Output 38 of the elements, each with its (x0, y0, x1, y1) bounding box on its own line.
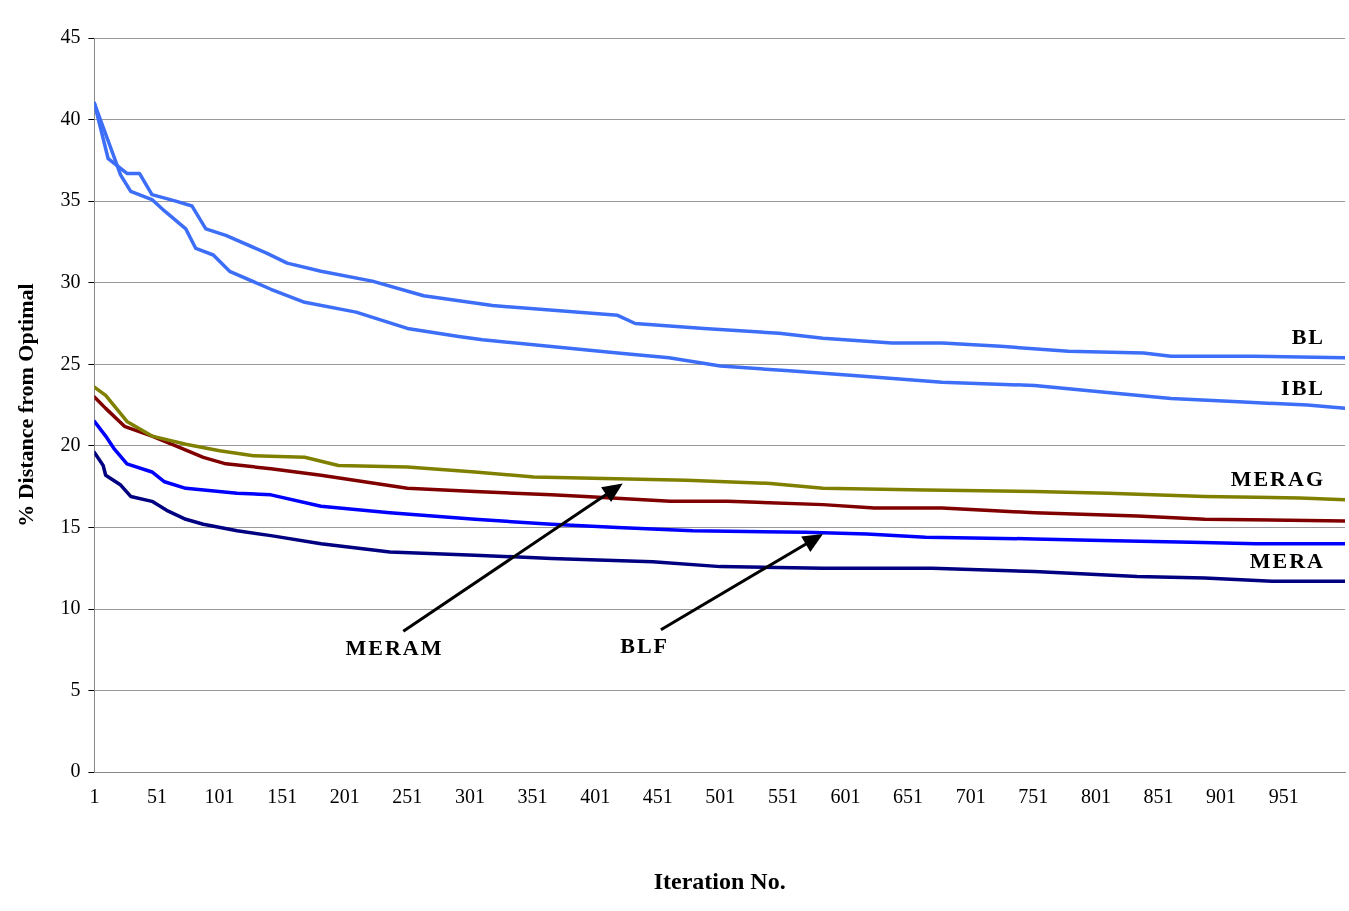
x-tick-label: 551 (767, 785, 798, 808)
x-tick-label: 701 (955, 785, 986, 808)
x-tick-label: 301 (454, 785, 485, 808)
x-tick-label: 951 (1268, 785, 1299, 808)
x-tick-label: 651 (893, 785, 924, 808)
y-tick-label: 20 (60, 433, 81, 456)
x-tick-label: 201 (329, 785, 360, 808)
x-tick-label: 251 (392, 785, 423, 808)
series-label: MERA (1249, 548, 1325, 573)
y-axis-title: % Distance from Optimal (12, 283, 38, 527)
y-tick-label: 30 (60, 269, 81, 292)
x-tick-label: 101 (204, 785, 235, 808)
y-tick-label: 25 (60, 351, 81, 374)
x-tick-label: 51 (146, 785, 167, 808)
y-tick-label: 10 (60, 596, 81, 619)
series-label: BL (1291, 324, 1325, 350)
y-tick-label: 15 (60, 514, 81, 537)
series-label: MERAG (1230, 466, 1325, 492)
y-tick-label: 45 (60, 25, 81, 48)
annotation: MERAM (345, 634, 444, 660)
x-tick-label: 151 (267, 785, 298, 808)
y-tick-label: 5 (70, 677, 81, 700)
x-tick-label: 801 (1080, 785, 1111, 808)
series-label: IBL (1281, 375, 1325, 401)
y-tick-label: 35 (60, 188, 81, 211)
x-tick-label: 901 (1206, 785, 1237, 808)
x-tick-label: 751 (1018, 785, 1049, 808)
annotation: BLF (620, 632, 670, 658)
x-tick-label: 501 (705, 785, 736, 808)
x-tick-label: 1 (89, 785, 100, 808)
x-axis-title: Iteration No. (653, 867, 786, 894)
y-tick-label: 40 (60, 106, 81, 129)
x-tick-label: 401 (580, 785, 611, 808)
x-tick-label: 351 (517, 785, 548, 808)
x-tick-label: 451 (642, 785, 673, 808)
y-tick-label: 0 (70, 759, 81, 782)
x-tick-label: 601 (830, 785, 861, 808)
x-tick-label: 851 (1143, 785, 1174, 808)
